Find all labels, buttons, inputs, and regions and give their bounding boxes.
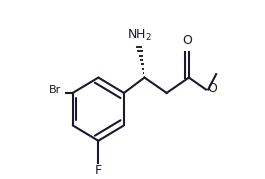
Text: O: O (182, 34, 192, 47)
Text: NH$_2$: NH$_2$ (127, 27, 152, 43)
Text: Br: Br (49, 85, 61, 95)
Text: O: O (207, 82, 217, 95)
Text: F: F (95, 164, 102, 177)
